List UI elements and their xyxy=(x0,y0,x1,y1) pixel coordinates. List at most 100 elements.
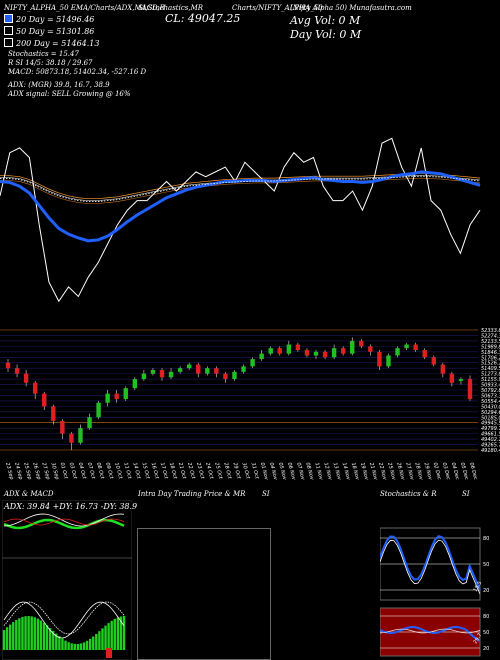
macd-bar-10 xyxy=(33,617,36,650)
ema-series-2 xyxy=(0,175,481,202)
date-label-35: 12 Nov xyxy=(322,462,333,482)
stoch-last-value: 15.5 xyxy=(473,580,484,593)
adx-panel-readout: ADX: 39.84 +DY: 16.73 -DY: 38.9 xyxy=(4,502,138,511)
macd-bar-15 xyxy=(48,628,52,650)
candle-body-31 xyxy=(286,344,292,354)
candle-body-5 xyxy=(51,406,56,421)
date-label-37: 14 Nov xyxy=(341,462,352,482)
macd-bar-26 xyxy=(82,642,86,650)
candle-body-18 xyxy=(168,371,174,378)
date-label-47: 02 Dec xyxy=(432,462,442,481)
macd-bar-39 xyxy=(122,616,126,650)
date-label-7: 03 Oct xyxy=(68,462,78,481)
macd-bar-32 xyxy=(101,628,104,650)
y-tick-label-1: 52274.34 xyxy=(481,333,500,339)
candle-body-9 xyxy=(87,417,92,429)
macd-bar-22 xyxy=(70,643,73,650)
macd-bar-5 xyxy=(18,618,21,650)
macd-bar-0 xyxy=(2,630,6,650)
macd-bar-37 xyxy=(116,617,120,650)
date-label-5: 30 Sep xyxy=(50,462,60,480)
macd-readout: MACD: 50873.18, 51402.34, -527.16 D xyxy=(8,68,147,76)
date-label-22: 24 Oct xyxy=(204,462,214,481)
candle-body-34 xyxy=(313,351,319,356)
macd-bar-29 xyxy=(92,636,95,650)
stoch-d-line xyxy=(380,539,481,595)
candle-body-22 xyxy=(205,368,210,374)
y-tick-label-8: 51273.84 xyxy=(481,372,500,378)
date-label-44: 27 Nov xyxy=(404,462,415,482)
date-label-6: 01 Oct xyxy=(59,462,69,481)
candle-body-7 xyxy=(69,433,74,443)
close-price: CL: 49047.25 xyxy=(165,12,241,25)
candle-body-10 xyxy=(96,402,101,418)
candle-body-37 xyxy=(340,348,346,354)
candle-body-38 xyxy=(350,340,355,354)
date-label-13: 11 Oct xyxy=(122,462,132,481)
candle-body-44 xyxy=(404,344,409,349)
date-label-34: 11 Nov xyxy=(313,462,324,482)
macd-bar-28 xyxy=(88,638,92,650)
macd-bar-36 xyxy=(113,618,116,650)
candlestick-chart: 52333.8452274.3452133.5651989.851846.355… xyxy=(0,328,500,454)
plus-di-line xyxy=(3,513,125,527)
intraday-panel-title: Intra Day Trading Price & MR xyxy=(138,490,246,498)
date-label-30: 05 Nov xyxy=(277,462,288,482)
date-label-14: 14 Oct xyxy=(131,462,141,481)
macd-bar-27 xyxy=(85,640,89,650)
date-label-4: 27 Sep xyxy=(40,462,50,480)
candle-body-24 xyxy=(223,373,228,380)
macd-bar-7 xyxy=(24,616,27,650)
y-tick-label-20: 49402.14 xyxy=(481,437,500,443)
date-label-36: 13 Nov xyxy=(332,462,343,482)
candle-body-40 xyxy=(368,346,373,352)
date-label-25: 29 Oct xyxy=(232,462,242,481)
macd-bar-18 xyxy=(58,636,61,650)
date-label-19: 21 Oct xyxy=(177,462,187,481)
ema20-swatch xyxy=(4,14,13,23)
candle-body-16 xyxy=(150,370,156,374)
date-label-21: 23 Oct xyxy=(195,462,205,481)
date-label-9: 07 Oct xyxy=(86,462,96,481)
macd-bar-12 xyxy=(39,620,43,650)
header-line-left: NIFTY_ALPHA_50 EMA/Charts/ADX,MACD,R xyxy=(4,4,165,12)
date-label-10: 08 Oct xyxy=(95,462,105,481)
stoch-panel-title: Stochastics & R xyxy=(380,490,437,498)
macd-bar-17 xyxy=(55,633,58,650)
candle-body-49 xyxy=(449,373,455,383)
y-tick-label-13: 50554.41 xyxy=(481,399,500,405)
y-tick-label-0: 52333.84 xyxy=(481,328,500,334)
adx-panel-title: ADX & MACD xyxy=(4,490,54,498)
y-tick-label-3: 51989.8 xyxy=(481,344,500,350)
candle-body-39 xyxy=(359,340,364,347)
y-tick-label-19: 49661.5 xyxy=(481,432,500,438)
date-label-43: 26 Nov xyxy=(395,462,406,482)
ema200-swatch xyxy=(4,38,13,47)
candle-body-45 xyxy=(413,344,418,350)
date-label-24: 28 Oct xyxy=(222,462,232,481)
candle-body-0 xyxy=(5,362,11,369)
stochastics-readout: Stochastics = 15.47 xyxy=(8,50,79,58)
macd-bar-35 xyxy=(110,620,113,650)
ema-series-1 xyxy=(0,170,481,243)
date-label-23: 25 Oct xyxy=(213,462,223,481)
date-label-31: 06 Nov xyxy=(286,462,297,482)
macd-bar-19 xyxy=(61,638,64,650)
macd-bar-4 xyxy=(15,619,18,650)
y-tick-label-6: 51526.1 xyxy=(481,361,500,367)
candle-body-1 xyxy=(14,368,20,374)
y-tick-label-18: 49799.72 xyxy=(481,426,500,432)
date-label-20: 22 Oct xyxy=(186,462,196,481)
candle-body-17 xyxy=(159,370,165,378)
rsi-tick-2: 20 xyxy=(483,646,489,652)
rsi-signal-line xyxy=(380,628,481,634)
ema50-swatch xyxy=(4,26,13,35)
y-tick-label-7: 51409.58 xyxy=(481,366,500,372)
date-label-1: 24 Sep xyxy=(13,462,23,480)
date-label-16: 16 Oct xyxy=(150,462,160,481)
date-label-38: 18 Nov xyxy=(350,462,361,482)
macd-bar-6 xyxy=(21,616,24,650)
date-label-0: 23 Sep xyxy=(4,462,14,480)
date-label-29: 04 Nov xyxy=(268,462,279,482)
